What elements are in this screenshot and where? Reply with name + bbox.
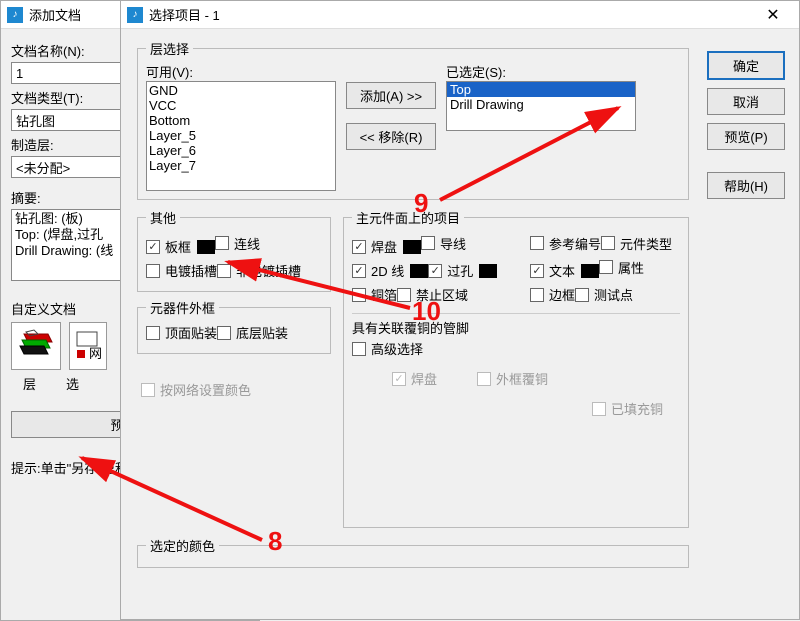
tab-layer[interactable]: 层 [23,374,36,393]
app-icon: ♪ [7,7,23,23]
disabled-outline-check: 外框覆铜 [477,367,548,391]
add-button[interactable]: 添加(A) >> [346,82,436,109]
other-group: 其他 板框连线电镀插槽非电镀插槽 [137,208,331,292]
checkbox-禁止区域[interactable]: 禁止区域 [397,283,468,307]
primary-group: 主元件面上的项目 焊盘导线2D 线过孔铜箔禁止区域 参考编号元件类型文本属性边框… [343,208,689,528]
selected-label: 已选定(S): [446,62,636,81]
close-icon[interactable]: ✕ [753,5,793,25]
checkbox-连线[interactable]: 连线 [215,231,260,255]
svg-text:网: 网 [89,346,102,361]
checkbox-电镀插槽[interactable]: 电镀插槽 [146,259,217,283]
checkbox-焊盘[interactable]: 焊盘 [352,235,421,259]
available-label: 可用(V): [146,62,336,81]
disabled-pad-check: 焊盘 [392,367,437,391]
checkbox-边框[interactable]: 边框 [530,283,575,307]
preview-button[interactable]: 预览(P) [707,123,785,150]
checkbox-参考编号[interactable]: 参考编号 [530,231,601,255]
checkbox-2D 线[interactable]: 2D 线 [352,259,428,283]
dialog-buttons: 确定 取消 预览(P) 帮助(H) [707,51,785,207]
checkbox-文本[interactable]: 文本 [530,259,599,283]
tab-select[interactable]: 选 [66,374,79,393]
checkbox-铜箔[interactable]: 铜箔 [352,283,397,307]
checkbox-板框[interactable]: 板框 [146,235,215,259]
app-icon: ♪ [127,7,143,23]
checkbox-非电镀插槽[interactable]: 非电镀插槽 [217,259,301,283]
checkbox-底层贴装[interactable]: 底层贴装 [217,321,288,345]
checkbox-元件类型[interactable]: 元件类型 [601,231,672,255]
list-item[interactable]: Top [447,82,635,97]
checkbox-过孔[interactable]: 过孔 [428,259,497,283]
layer-select-group: 层选择 可用(V): GND VCC Bottom Layer_5 Layer_… [137,39,689,200]
selected-color-group: 选定的颜色 [137,536,689,568]
outline-group: 元器件外框 顶面贴装底层贴装 [137,298,331,354]
available-list[interactable]: GND VCC Bottom Layer_5 Layer_6 Layer_7 [146,81,336,191]
front-title: 选择项目 - 1 [149,5,753,24]
net-color-check: 按网络设置颜色 [141,378,251,402]
layers-icon-2[interactable]: 网 [69,322,107,370]
ok-button[interactable]: 确定 [707,51,785,80]
checkbox-属性[interactable]: 属性 [599,255,644,279]
layer-select-legend: 层选择 [146,39,193,58]
assoc-label: 具有关联覆铜的管脚 [352,318,680,337]
disabled-fill-check: 已填充铜 [592,397,663,421]
checkbox-导线[interactable]: 导线 [421,231,466,255]
layers-icon[interactable] [11,322,61,370]
checkbox-顶面贴装[interactable]: 顶面贴装 [146,321,217,345]
selected-list[interactable]: Top Drill Drawing [446,81,636,131]
cancel-button[interactable]: 取消 [707,88,785,115]
remove-button[interactable]: << 移除(R) [346,123,436,150]
help-button[interactable]: 帮助(H) [707,172,785,199]
list-item[interactable]: Drill Drawing [447,97,635,112]
front-titlebar: ♪ 选择项目 - 1 ✕ [121,1,799,29]
select-items-window: ♪ 选择项目 - 1 ✕ 确定 取消 预览(P) 帮助(H) 层选择 可用(V)… [120,0,800,620]
adv-select-check[interactable]: 高级选择 [352,337,423,361]
checkbox-测试点[interactable]: 测试点 [575,283,633,307]
